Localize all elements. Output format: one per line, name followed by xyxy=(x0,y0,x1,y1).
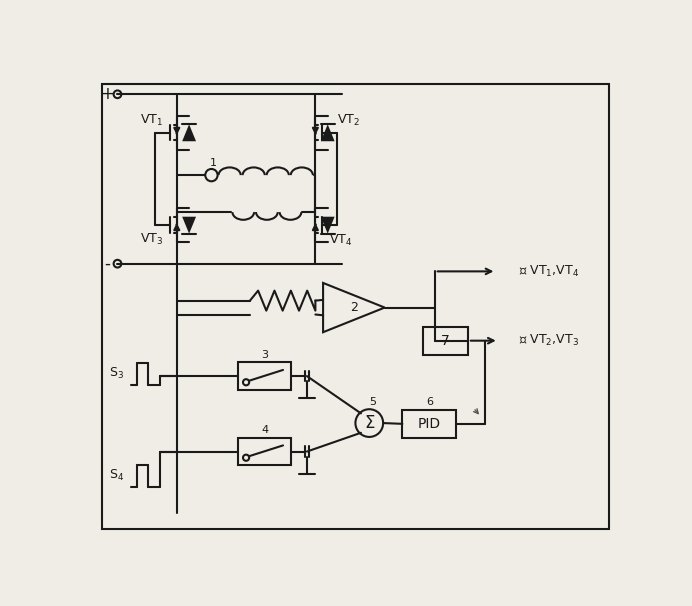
Polygon shape xyxy=(321,124,335,141)
Text: PID: PID xyxy=(418,417,441,431)
Text: S$_3$: S$_3$ xyxy=(109,365,125,381)
Bar xyxy=(402,410,456,438)
Bar xyxy=(424,327,468,355)
Text: 6: 6 xyxy=(426,398,432,407)
Polygon shape xyxy=(182,124,196,141)
Polygon shape xyxy=(182,217,196,234)
Text: 3: 3 xyxy=(261,350,268,359)
Bar xyxy=(238,362,291,390)
Text: S$_4$: S$_4$ xyxy=(109,468,125,483)
Text: 4: 4 xyxy=(261,425,268,435)
Text: -: - xyxy=(104,255,111,273)
Text: 7: 7 xyxy=(441,334,450,348)
Text: 2: 2 xyxy=(350,301,358,314)
Text: VT$_1$: VT$_1$ xyxy=(140,113,163,128)
Text: 1: 1 xyxy=(210,158,217,168)
Text: 至 VT$_1$,VT$_4$: 至 VT$_1$,VT$_4$ xyxy=(520,264,579,279)
Bar xyxy=(238,438,291,465)
Text: 5: 5 xyxy=(369,396,376,407)
Text: VT$_2$: VT$_2$ xyxy=(337,113,360,128)
Text: +: + xyxy=(100,85,114,103)
Text: VT$_3$: VT$_3$ xyxy=(140,231,163,247)
Text: VT$_4$: VT$_4$ xyxy=(329,233,352,248)
Text: 至 VT$_2$,VT$_3$: 至 VT$_2$,VT$_3$ xyxy=(520,333,579,348)
Polygon shape xyxy=(321,217,335,234)
Text: Σ: Σ xyxy=(364,414,374,432)
